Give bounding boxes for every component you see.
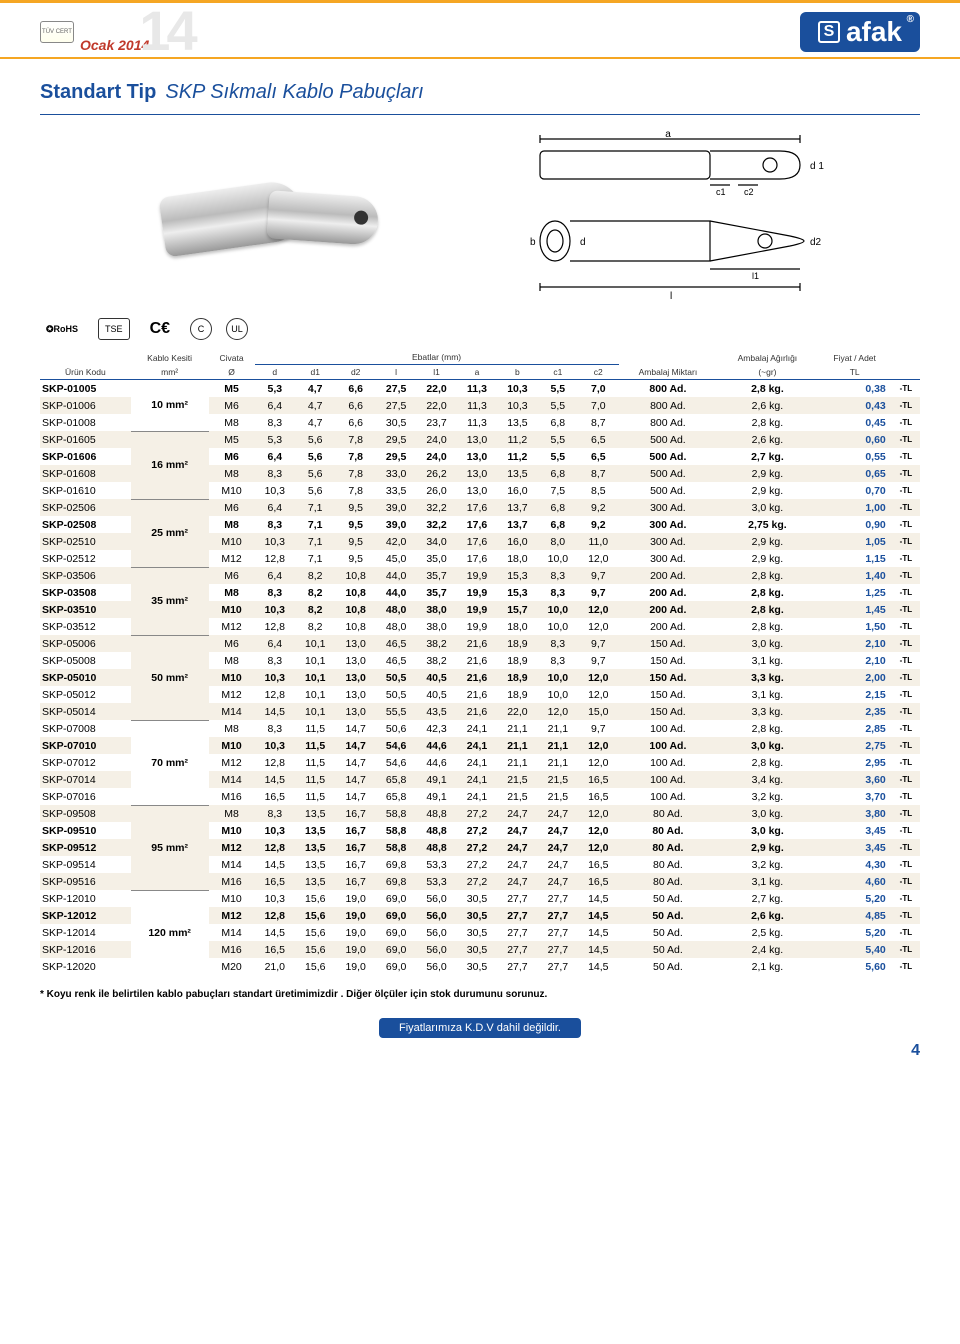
svg-text:d2: d2 <box>810 237 822 248</box>
cell-code: SKP-09508 <box>40 805 131 822</box>
spec-table: Ürün Kodu Kablo Kesiti Civata Ebatlar (m… <box>40 350 920 975</box>
page-number: 4 <box>911 1042 920 1060</box>
lug-small-icon <box>266 190 379 246</box>
cell-code: SKP-01608 <box>40 465 131 482</box>
svg-text:b: b <box>530 237 536 248</box>
cell-kesit: 95 mm² <box>131 805 209 890</box>
table-row: SKP-0700870 mm²M88,311,514,750,642,324,1… <box>40 720 920 737</box>
cell-kesit: 25 mm² <box>131 499 209 567</box>
col-miktar: Ambalaj Miktarı <box>619 350 718 380</box>
cell-code: SKP-03510 <box>40 601 131 618</box>
cell-code: SKP-01610 <box>40 482 131 499</box>
svg-text:c1: c1 <box>716 187 726 197</box>
cell-kesit: 35 mm² <box>131 567 209 635</box>
cell-code: SKP-09512 <box>40 839 131 856</box>
cell-kesit: 120 mm² <box>131 890 209 975</box>
cell-code: SKP-12010 <box>40 890 131 907</box>
cell-code: SKP-01606 <box>40 448 131 465</box>
cell-code: SKP-07014 <box>40 771 131 788</box>
cell-code: SKP-12012 <box>40 907 131 924</box>
cell-kesit: 70 mm² <box>131 720 209 805</box>
cell-code: SKP-03506 <box>40 567 131 584</box>
logo-mark-icon <box>818 21 840 43</box>
cell-code: SKP-07016 <box>40 788 131 805</box>
year-watermark: 14 <box>139 11 193 50</box>
cell-code: SKP-12020 <box>40 958 131 975</box>
cell-code: SKP-02510 <box>40 533 131 550</box>
brand-logo: afak ® <box>800 12 920 52</box>
cell-code: SKP-02512 <box>40 550 131 567</box>
svg-text:l1: l1 <box>752 271 759 281</box>
cell-code: SKP-05012 <box>40 686 131 703</box>
cell-code: SKP-03508 <box>40 584 131 601</box>
col-civata: Civata <box>209 350 255 365</box>
dimension-diagram: a c1 c2 d 1 b d d2 l1 l <box>480 131 840 304</box>
date-badge: TÜV CERT Ocak 2014 14 <box>40 11 204 53</box>
cell-code: SKP-07008 <box>40 720 131 737</box>
cell-code: SKP-12014 <box>40 924 131 941</box>
ul-icon: UL <box>226 318 248 340</box>
certification-row: ✪ RoHS TSE C€ C UL <box>0 318 960 350</box>
cell-code: SKP-05008 <box>40 652 131 669</box>
col-code: Ürün Kodu <box>40 350 131 380</box>
cell-kesit: 16 mm² <box>131 431 209 499</box>
col-ebatlar: Ebatlar (mm) <box>255 350 619 365</box>
table-row: SKP-12010120 mm²M1010,315,619,069,056,03… <box>40 890 920 907</box>
cell-kesit: 50 mm² <box>131 635 209 720</box>
col-fiyat: Fiyat / Adet <box>818 350 892 365</box>
table-row: SKP-0250625 mm²M66,47,19,539,032,217,613… <box>40 499 920 516</box>
cell-code: SKP-09514 <box>40 856 131 873</box>
table-row: SKP-0500650 mm²M66,410,113,046,538,221,6… <box>40 635 920 652</box>
table-row: SKP-0350635 mm²M66,48,210,844,035,719,91… <box>40 567 920 584</box>
logo-text: afak <box>846 16 902 48</box>
table-row: SKP-0160516 mm²M55,35,67,829,524,013,011… <box>40 431 920 448</box>
title-italic: SKP Sıkmalı Kablo Pabuçları <box>165 81 423 103</box>
cell-code: SKP-07012 <box>40 754 131 771</box>
cell-code: SKP-12016 <box>40 941 131 958</box>
title-underline <box>40 114 920 115</box>
cell-code: SKP-01006 <box>40 397 131 414</box>
cell-code: SKP-01008 <box>40 414 131 431</box>
cell-kesit: 10 mm² <box>131 380 209 432</box>
rohs-icon: ✪ RoHS <box>40 318 84 340</box>
col-kesit: Kablo Kesiti <box>131 350 209 365</box>
registered-icon: ® <box>907 14 914 25</box>
product-photo <box>120 153 420 283</box>
footnote: * Koyu renk ile belirtilen kablo pabuçla… <box>0 975 960 1006</box>
cell-code: SKP-02508 <box>40 516 131 533</box>
cell-code: SKP-05014 <box>40 703 131 720</box>
tse-icon: TSE <box>98 318 130 340</box>
title-strong: Standart Tip <box>40 81 156 103</box>
cell-code: SKP-02506 <box>40 499 131 516</box>
c-cert-icon: C <box>190 318 212 340</box>
cell-code: SKP-09510 <box>40 822 131 839</box>
svg-text:l: l <box>670 291 672 301</box>
cell-code: SKP-01005 <box>40 380 131 398</box>
svg-text:a: a <box>665 131 671 140</box>
cell-code: SKP-03512 <box>40 618 131 635</box>
svg-text:d: d <box>580 237 586 248</box>
cell-code: SKP-09516 <box>40 873 131 890</box>
table-row: SKP-0100510 mm²M55,34,76,627,522,011,310… <box>40 380 920 398</box>
svg-text:c2: c2 <box>744 187 754 197</box>
table-row: SKP-0950895 mm²M88,313,516,758,848,827,2… <box>40 805 920 822</box>
svg-text:d 1: d 1 <box>810 161 824 172</box>
tuv-cert-icon: TÜV CERT <box>40 21 74 43</box>
cell-code: SKP-05006 <box>40 635 131 652</box>
ce-icon: C€ <box>144 318 176 340</box>
cell-code: SKP-05010 <box>40 669 131 686</box>
footer-note: Fiyatlarımıza K.D.V dahil değildir. <box>379 1018 581 1038</box>
col-agirlik: Ambalaj Ağırlığı <box>717 350 817 365</box>
cell-code: SKP-07010 <box>40 737 131 754</box>
page-title: Standart Tip SKP Sıkmalı Kablo Pabuçları <box>0 73 960 110</box>
cell-code: SKP-01605 <box>40 431 131 448</box>
